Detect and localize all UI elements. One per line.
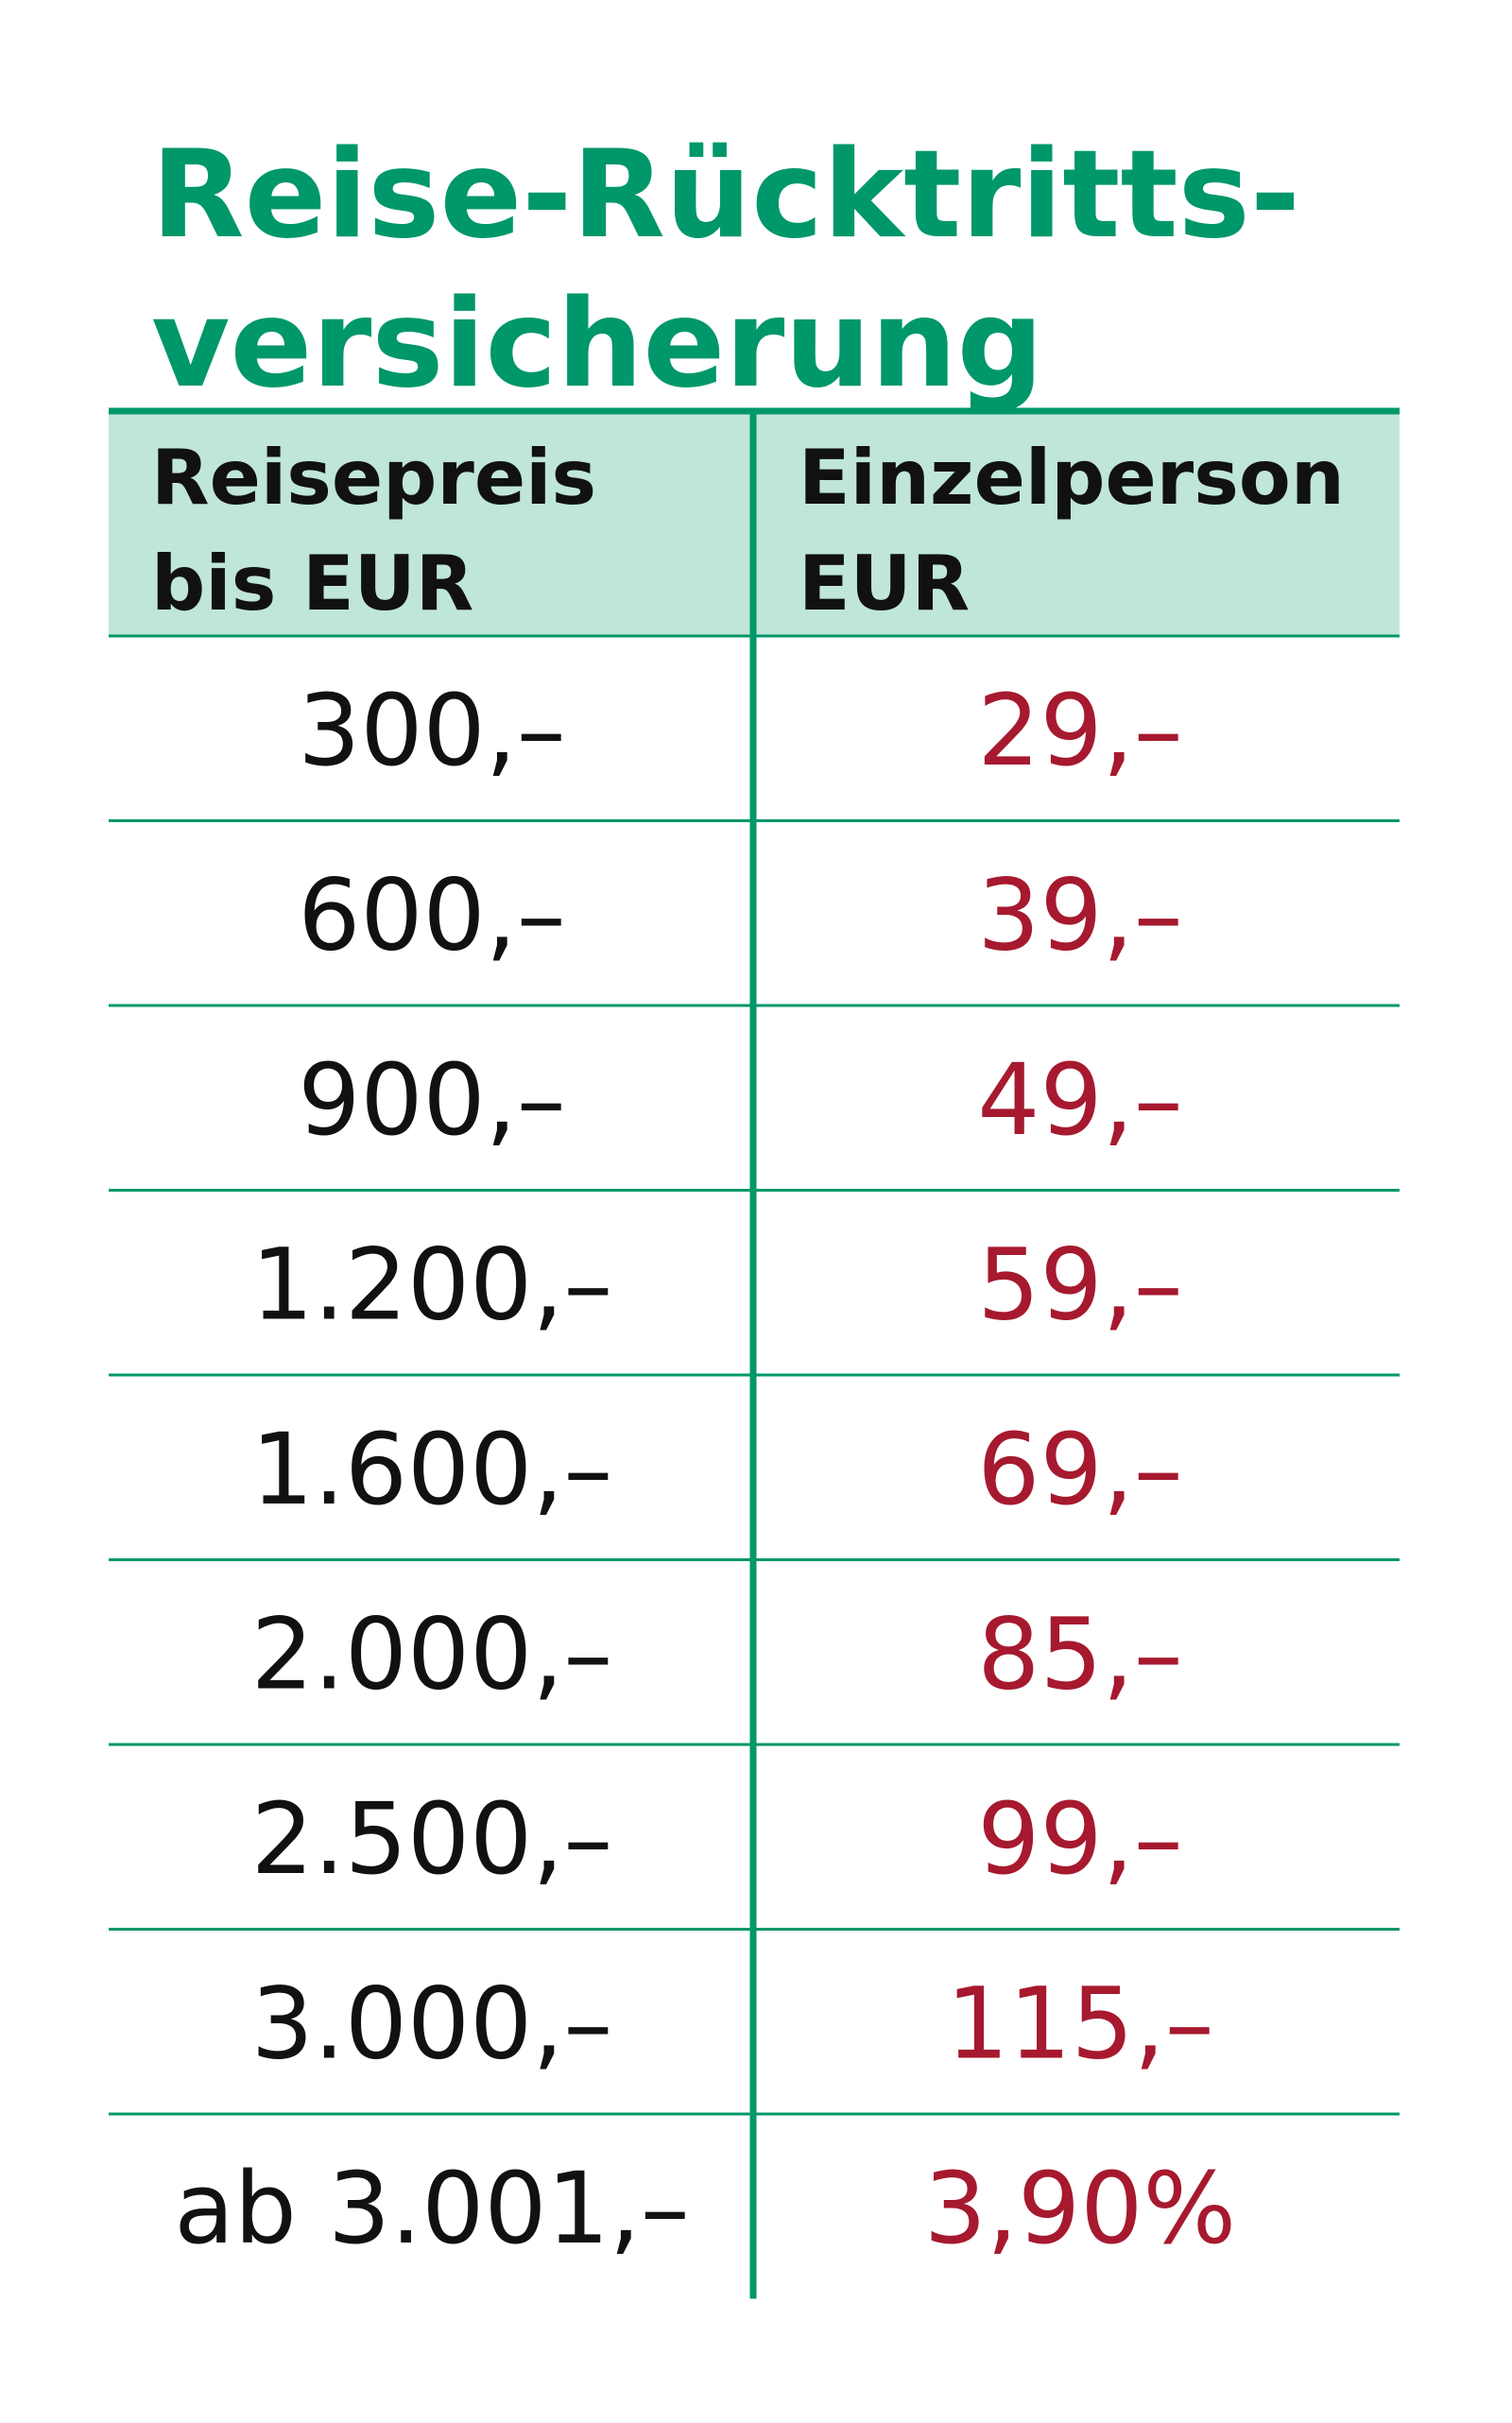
table-cell: 49,– — [977, 1042, 1182, 1158]
table-cell: 1.200,– — [251, 1227, 613, 1342]
table-cell: 3.000,– — [251, 1966, 613, 2081]
table-cell: 1.600,– — [251, 1412, 613, 1527]
table-cell: 59,– — [977, 1227, 1182, 1342]
table-cell: ab 3.001,– — [174, 2151, 690, 2266]
title-line: Reise-Rücktritts- — [151, 125, 1300, 266]
table-cell: 29,– — [977, 673, 1182, 788]
header-cell: Reisepreis — [151, 434, 596, 522]
header-cell: Einzelperson — [799, 434, 1345, 522]
table-cell: 300,– — [298, 673, 566, 788]
table-cell: 2.500,– — [251, 1781, 613, 1897]
title-line: versicherung — [151, 274, 1043, 415]
table-cell: 2.000,– — [251, 1596, 613, 1711]
header-cell: EUR — [799, 540, 970, 627]
table-cell: 900,– — [298, 1042, 566, 1158]
table-cell: 69,– — [977, 1412, 1182, 1527]
table-cell: 99,– — [977, 1781, 1182, 1897]
header-cell: bis EUR — [151, 540, 473, 627]
table-cell: 39,– — [977, 857, 1182, 972]
table-cell: 600,– — [298, 857, 566, 972]
table-cell: 115,– — [946, 1966, 1214, 2081]
table-cell: 3,90% — [924, 2151, 1236, 2266]
table-cell: 85,– — [977, 1596, 1182, 1711]
